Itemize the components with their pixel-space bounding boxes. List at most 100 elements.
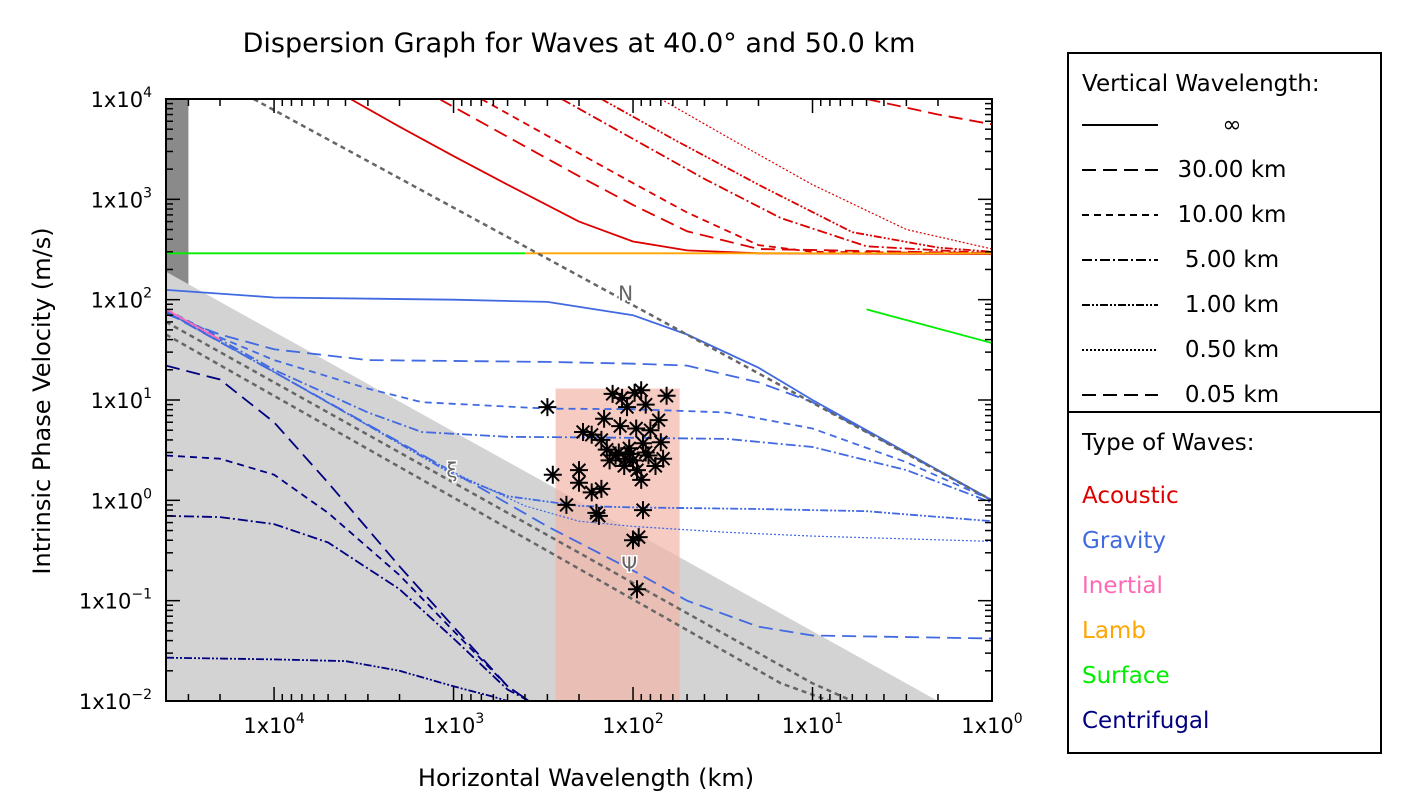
acoustic-curve-5 [660, 99, 992, 250]
tick-label-exponent: 2 [143, 286, 152, 302]
tick-label: 1x103 [91, 185, 152, 212]
x-axis-label: Horizontal Wavelength (km) [418, 764, 754, 792]
observation-marker [641, 421, 660, 440]
axis-ticks [165, 98, 993, 702]
observation-marker [595, 409, 614, 428]
tick-label-exponent: 4 [143, 85, 152, 101]
tick-label-exponent: −2 [131, 687, 152, 703]
tick-label-base: 1x10 [91, 389, 144, 413]
shaded-regions [166, 99, 938, 701]
acoustic-curve-6 [866, 99, 992, 126]
tick-label-base: 1x10 [79, 590, 132, 614]
observation-marker [651, 433, 670, 452]
inertial-limit-curve-23 [166, 320, 853, 701]
legend-type-label: Gravity [1082, 528, 1166, 554]
acoustic-curve-0 [350, 99, 992, 255]
observation-marker [621, 444, 640, 463]
observation-marker [570, 473, 588, 492]
observation-marker [624, 451, 642, 470]
legend-type-items: Acoustic Gravity Inertial Lamb Surface Centri… [1082, 483, 1209, 734]
legend-type-label: Acoustic [1082, 483, 1179, 509]
observation-marker [582, 483, 601, 502]
gravity-curve-11 [166, 313, 992, 502]
observation-marker [639, 446, 658, 465]
observation-marker [611, 417, 630, 436]
legend-type-label: Surface [1082, 663, 1170, 689]
tick-label: 1x102 [602, 711, 663, 738]
observation-marker [570, 461, 588, 480]
tick-label-exponent: −1 [131, 587, 152, 603]
observation-marker [634, 434, 652, 453]
legend-wavelength-label: 0.50 km [1185, 337, 1279, 363]
observation-marker [627, 419, 646, 438]
observation-marker [646, 457, 665, 475]
observation-markers [538, 381, 676, 599]
observation-marker [628, 580, 646, 599]
chart-title: Dispersion Graph for Waves at 40.0° and … [243, 28, 916, 59]
series-lines [166, 99, 992, 701]
observation-marker [615, 457, 634, 475]
tick-labels: 1x104 1x103 1x102 1x101 1x1001x1041x1031x102… [79, 85, 1023, 738]
tick-label-base: 1x10 [602, 714, 655, 738]
acoustic-curve-4 [600, 99, 992, 253]
legend: Vertical Wavelength: ∞ 30.00 km 10.00 km 5.… [1067, 52, 1382, 754]
tick-label: 1x102 [91, 286, 152, 313]
observation-marker [625, 383, 644, 402]
legend-wavelength-label: 5.00 km [1185, 247, 1279, 273]
observation-marker [574, 423, 592, 441]
observation-marker [636, 395, 655, 414]
observation-marker [543, 465, 562, 484]
tick-label-base: 1x10 [961, 714, 1014, 738]
tick-label: 1x10−1 [79, 587, 152, 614]
observation-marker [634, 501, 652, 520]
gravity-curve-13 [166, 309, 992, 504]
observation-marker [592, 479, 611, 498]
tick-label-exponent: 2 [655, 711, 664, 727]
tick-label-base: 1x10 [91, 88, 144, 112]
acoustic-curve-1 [438, 99, 992, 255]
observation-marker [603, 384, 622, 403]
tick-label-base: 1x10 [91, 489, 144, 513]
observation-marker [589, 506, 608, 525]
observation-marker [538, 398, 557, 417]
observation-marker [654, 449, 673, 468]
annotation-label: N [618, 282, 633, 306]
tick-label-base: 1x10 [91, 289, 144, 313]
legend-wavelength-label: 30.00 km [1178, 157, 1287, 183]
legend-type-label: Lamb [1082, 618, 1146, 644]
tick-label-base: 1x10 [91, 188, 144, 212]
acoustic-curve-3 [561, 99, 992, 255]
legend-type-label: Inertial [1082, 573, 1163, 599]
inertial-limit-curve-24 [166, 333, 831, 701]
observation-marker [657, 386, 676, 405]
observation-marker [649, 411, 668, 430]
observation-marker [632, 470, 651, 489]
annotation-labels: Nξ Ψ [445, 280, 639, 578]
observation-marker [620, 439, 639, 458]
centrifugal-curve-19 [166, 454, 530, 701]
observation-marker [632, 381, 651, 400]
inertial-curve-17 [166, 308, 221, 341]
legend-wavelength-label: 10.00 km [1178, 202, 1287, 228]
tick-label-exponent: 1 [143, 386, 152, 402]
tick-label: 1x100 [91, 486, 152, 513]
legend-wavelength-label: ∞ [1222, 112, 1241, 138]
observation-marker [618, 398, 636, 417]
legend-types-title: Type of Waves: [1081, 430, 1254, 456]
tick-label: 1x101 [91, 386, 152, 413]
annotation-label: ξ [446, 458, 457, 482]
gravity-curve-16 [166, 311, 992, 640]
tick-label: 1x101 [782, 711, 843, 738]
observation-marker [609, 443, 628, 462]
tick-label-base: 1x10 [423, 714, 476, 738]
observation-marker [629, 528, 648, 547]
observation-marker [582, 425, 601, 444]
annotation-label: Ψ [621, 552, 637, 576]
centrifugal-curve-20 [166, 515, 530, 701]
legend-type-label: Centrifugal [1082, 708, 1209, 734]
legend-wavelength-label: 1.00 km [1185, 292, 1279, 318]
observation-marker [592, 430, 611, 449]
tick-label: 1x100 [961, 711, 1022, 738]
observation-marker [624, 531, 642, 550]
